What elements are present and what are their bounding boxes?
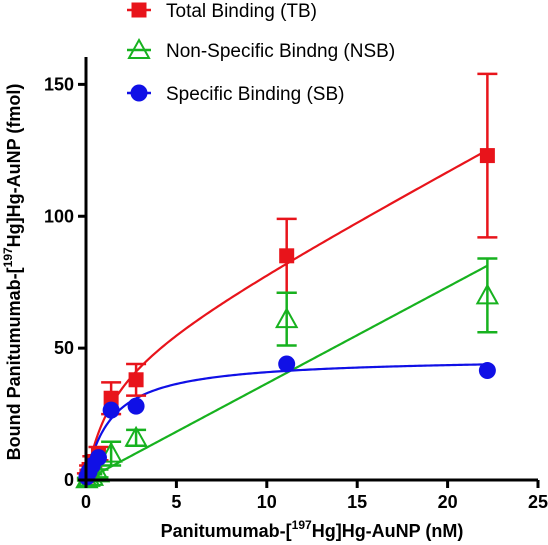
- sb-point: [102, 401, 120, 419]
- nsb-point: [274, 307, 299, 329]
- tb-point: [103, 390, 119, 406]
- x-tick-label: 15: [347, 492, 367, 512]
- legend-circle-marker: [130, 84, 148, 102]
- tb-point: [479, 148, 495, 164]
- y-tick-label: 50: [54, 338, 74, 358]
- nsb-point: [99, 441, 123, 463]
- legend-item-sb: Specific Binding (SB): [127, 84, 344, 105]
- sb-point: [278, 355, 296, 373]
- tb-point: [279, 248, 295, 264]
- sb-point: [127, 397, 145, 415]
- x-tick-label: 10: [257, 492, 277, 512]
- nsb-point: [124, 425, 148, 447]
- tb-point: [128, 372, 144, 388]
- y-tick-label: 100: [44, 206, 74, 226]
- y-tick-label: 150: [44, 74, 74, 94]
- error-bars: [76, 72, 498, 482]
- ticks: 0 5 10 15 20 25 0 50 100 150: [44, 74, 548, 512]
- nsb-point: [475, 283, 500, 305]
- y-axis-title: Bound Panitumumab-[197Hg]Hg-AuNP (fmol): [1, 84, 24, 461]
- x-tick-label: 5: [171, 492, 181, 512]
- x-tick-label: 0: [81, 492, 91, 512]
- axes: [84, 57, 538, 482]
- legend-item-tb: Total Binding (TB): [127, 1, 317, 22]
- x-axis-title: Panitumumab-[197Hg]Hg-AuNP (nM): [161, 518, 464, 541]
- sb-point: [478, 362, 496, 380]
- fit-curve-circle: [84, 363, 488, 481]
- legend-label-sb: Specific Binding (SB): [166, 84, 344, 105]
- legend-triangle-marker: [127, 37, 151, 59]
- legend-label-nsb: Non-Specific Bindng (NSB): [166, 41, 395, 62]
- legend-item-nsb: Non-Specific Bindng (NSB): [127, 37, 395, 62]
- fit-curve-triangle-open: [85, 264, 488, 481]
- x-tick-label: 20: [438, 492, 458, 512]
- x-tick-label: 25: [528, 492, 548, 512]
- legend-label-tb: Total Binding (TB): [166, 1, 317, 22]
- y-tick-label: 0: [64, 470, 74, 490]
- legend: Total Binding (TB) Non-Specific Bindng (…: [127, 1, 395, 105]
- sb-point: [89, 449, 107, 467]
- legend-square-marker: [131, 2, 147, 18]
